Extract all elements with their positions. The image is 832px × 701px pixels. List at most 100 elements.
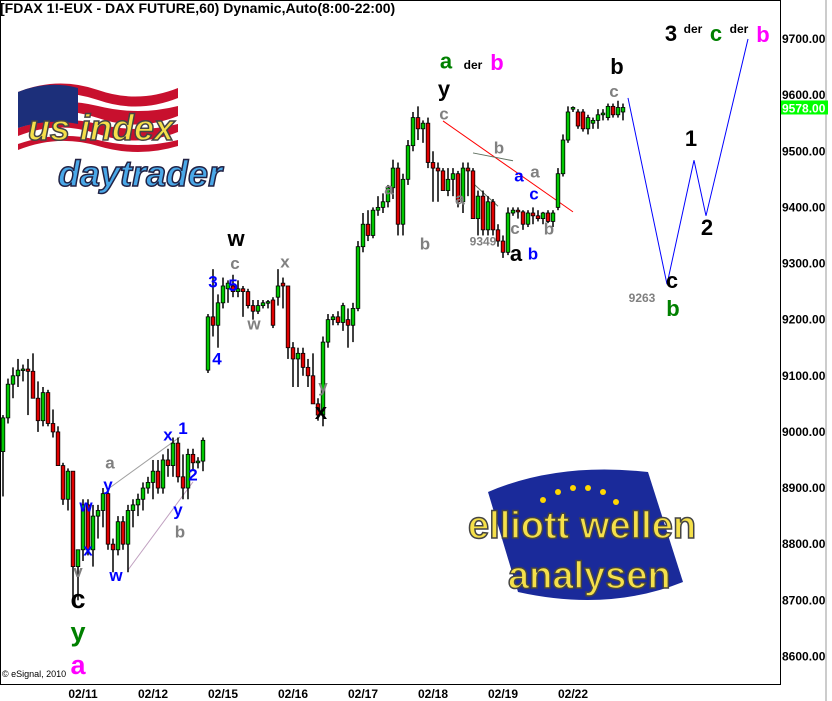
candle <box>590 117 596 129</box>
candle-body <box>40 392 46 422</box>
candle <box>450 168 456 197</box>
candle-body <box>245 291 251 307</box>
candle <box>55 426 61 466</box>
candle-body <box>525 212 531 225</box>
candle-body <box>205 316 211 371</box>
candle-body <box>590 119 596 124</box>
candle-body <box>475 195 481 220</box>
candle-body <box>270 299 276 326</box>
candle <box>170 437 176 477</box>
candle <box>275 269 281 306</box>
logo-text-daytrader: daytrader <box>58 153 224 194</box>
x-tick-label: 02/19 <box>488 687 518 701</box>
candle <box>160 454 166 494</box>
candle-body <box>550 212 556 222</box>
candle <box>60 462 66 505</box>
candle-body <box>520 211 526 225</box>
candle <box>415 106 421 141</box>
candle-body <box>215 302 221 326</box>
candle <box>405 140 411 185</box>
candle-body <box>470 170 476 220</box>
candle-body <box>65 470 71 500</box>
candle-body <box>585 117 591 130</box>
candle-body <box>505 212 511 253</box>
x-tick-label: 02/22 <box>558 687 588 701</box>
candle <box>25 358 31 416</box>
candle <box>195 457 201 469</box>
candle-body <box>110 543 116 551</box>
candle <box>295 347 301 388</box>
candle-body <box>305 366 311 377</box>
candle-body <box>380 201 386 208</box>
candle <box>185 448 191 500</box>
candle-body <box>295 352 301 360</box>
x-tick-label: 02/15 <box>208 687 238 701</box>
wave-label: c <box>70 584 85 614</box>
x-tick-label: 02/17 <box>348 687 378 701</box>
candle-body <box>145 482 151 489</box>
wave-label: y <box>173 501 183 520</box>
candle <box>550 210 556 228</box>
candle-body <box>510 209 516 214</box>
candle-body <box>255 305 261 312</box>
wave-label: c <box>710 21 722 46</box>
wave-label: v <box>73 562 83 581</box>
candle-body <box>460 167 466 203</box>
copyright: © eSignal, 2010 <box>2 669 67 679</box>
candle-body <box>315 403 321 416</box>
candle <box>620 103 626 121</box>
candle-body <box>285 285 291 349</box>
candle <box>400 173 406 236</box>
wave-label: a <box>514 167 524 186</box>
candle-body <box>30 370 36 399</box>
candle <box>70 470 76 601</box>
wave-label: 1 <box>178 419 187 438</box>
candle <box>35 381 41 432</box>
trendlines <box>106 120 574 571</box>
candle-body <box>265 301 271 304</box>
candle <box>310 353 316 405</box>
candle <box>420 120 426 143</box>
candle-body <box>580 111 586 130</box>
wave-label: b <box>490 50 503 75</box>
candle-body <box>150 470 156 483</box>
candle-body <box>445 178 451 191</box>
candle <box>50 409 56 438</box>
candle-body <box>250 305 256 312</box>
candle <box>610 103 616 118</box>
wave-label: b <box>175 523 185 542</box>
candle <box>410 111 416 152</box>
candle-body <box>370 209 376 236</box>
candle-body <box>160 459 166 489</box>
candle-body <box>570 107 576 110</box>
candle-body <box>455 173 461 203</box>
y-tick-label: 9200.00 <box>782 313 826 327</box>
candle <box>515 207 521 219</box>
candle <box>30 353 36 399</box>
candle <box>175 437 181 483</box>
wave-label: w <box>108 566 123 585</box>
candle <box>455 170 461 208</box>
candle <box>525 210 531 228</box>
candle-body <box>50 423 56 433</box>
x-tick-label: 02/12 <box>138 687 168 701</box>
candle <box>220 277 226 309</box>
wave-label: 5 <box>228 276 237 295</box>
trendline <box>472 152 514 162</box>
wave-label: x <box>83 540 93 559</box>
candle-body <box>320 341 326 416</box>
x-axis: 02/11 02/12 02/15 02/16 02/17 02/18 02/19 02/22 <box>68 687 588 701</box>
y-tick-label: 8700.00 <box>782 593 826 607</box>
candle <box>15 358 21 388</box>
candle <box>80 499 86 562</box>
candle <box>445 168 451 197</box>
candle <box>330 314 336 326</box>
candle <box>395 162 401 236</box>
candle <box>285 285 291 359</box>
wave-label: x <box>315 399 328 424</box>
candle <box>290 342 296 388</box>
y-tick-label: 8600.00 <box>782 649 826 663</box>
candle-body <box>195 460 201 464</box>
candle-body <box>500 240 506 253</box>
candle-body <box>80 504 86 551</box>
